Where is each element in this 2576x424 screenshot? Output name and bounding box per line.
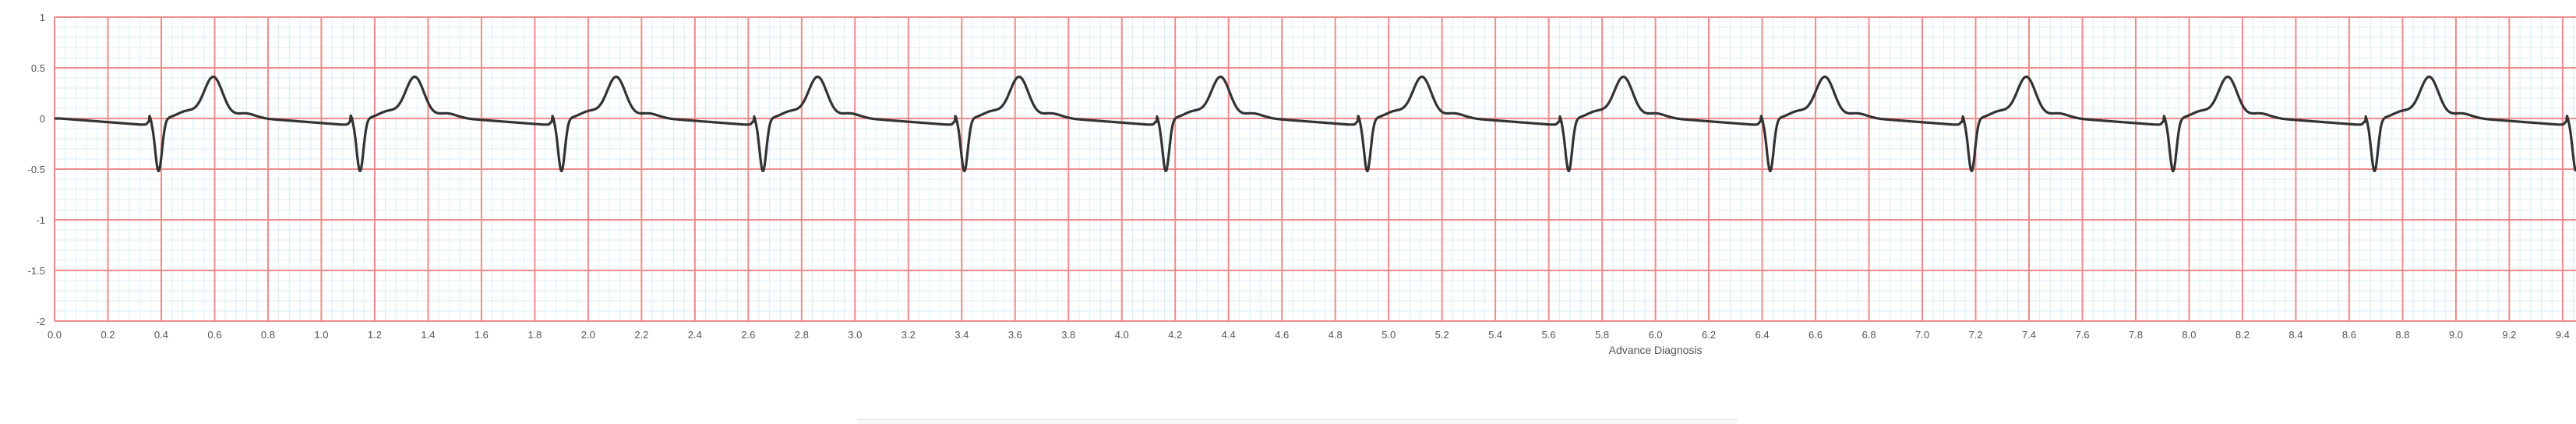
- x-tick-label: 7.2: [1968, 329, 1982, 341]
- x-tick-label: 4.2: [1168, 329, 1182, 341]
- x-tick-label: 5.8: [1595, 329, 1609, 341]
- x-tick-label: 2.4: [688, 329, 702, 341]
- x-tick-label: 2.8: [795, 329, 809, 341]
- x-tick-label: 5.6: [1542, 329, 1556, 341]
- x-tick-label: 8.2: [2235, 329, 2250, 341]
- x-tick-label: 8.6: [2342, 329, 2356, 341]
- y-tick-label: -1: [36, 214, 45, 226]
- x-tick-label: 7.4: [2022, 329, 2036, 341]
- y-tick-label: -0.5: [28, 164, 45, 175]
- x-tick-label: 4.4: [1222, 329, 1236, 341]
- y-tick-label: 0: [40, 113, 45, 125]
- bottom-scrollbar[interactable]: [857, 419, 1738, 424]
- x-tick-label: 3.6: [1008, 329, 1022, 341]
- x-tick-label: 1.2: [368, 329, 382, 341]
- x-tick-label: 3.4: [955, 329, 969, 341]
- x-tick-label: 0.6: [207, 329, 221, 341]
- x-tick-label: 5.0: [1382, 329, 1396, 341]
- x-tick-label: 6.0: [1649, 329, 1663, 341]
- x-tick-label: 8.8: [2395, 329, 2409, 341]
- x-tick-label: 6.8: [1862, 329, 1876, 341]
- x-tick-label: 2.0: [581, 329, 595, 341]
- x-tick-label: 4.6: [1275, 329, 1289, 341]
- y-tick-label: 1: [40, 12, 45, 23]
- x-tick-label: 4.0: [1115, 329, 1129, 341]
- x-tick-label: 9.0: [2449, 329, 2463, 341]
- x-tick-label: 0.2: [101, 329, 115, 341]
- y-tick-label: -2: [36, 316, 45, 327]
- x-tick-label: 2.6: [741, 329, 755, 341]
- x-tick-label: 1.8: [528, 329, 542, 341]
- y-tick-label: -1.5: [28, 265, 45, 277]
- x-tick-label: 2.2: [634, 329, 648, 341]
- y-tick-labels: 1 0.5 0 -0.5 -1 -1.5 -2: [28, 12, 45, 327]
- x-axis-title: Advance Diagnosis: [1609, 344, 1703, 356]
- x-tick-label: 7.8: [2129, 329, 2143, 341]
- ecg-series-line: [54, 75, 2576, 173]
- x-tick-labels: 0.0 0.2 0.4 0.6 0.8 1.0 1.2 1.4 1.6 1.8 2.0 2.2 2.4 2…: [48, 329, 2570, 341]
- x-tick-label: 4.8: [1329, 329, 1343, 341]
- x-tick-label: 3.2: [902, 329, 916, 341]
- x-tick-label: 7.0: [1915, 329, 1929, 341]
- x-tick-label: 0.0: [48, 329, 62, 341]
- x-tick-label: 9.4: [2556, 329, 2570, 341]
- x-tick-label: 6.2: [1702, 329, 1716, 341]
- x-tick-label: 8.0: [2182, 329, 2196, 341]
- x-tick-label: 7.6: [2075, 329, 2089, 341]
- y-tick-label: 0.5: [31, 62, 45, 74]
- major-grid: [54, 16, 2576, 322]
- x-tick-label: 5.4: [1488, 329, 1502, 341]
- x-tick-label: 3.0: [848, 329, 862, 341]
- x-tick-label: 3.8: [1061, 329, 1075, 341]
- x-tick-label: 6.4: [1756, 329, 1770, 341]
- x-tick-label: 1.0: [314, 329, 328, 341]
- x-tick-label: 0.4: [154, 329, 168, 341]
- x-tick-label: 5.2: [1435, 329, 1449, 341]
- x-tick-label: 0.8: [261, 329, 275, 341]
- x-tick-label: 8.4: [2288, 329, 2303, 341]
- x-tick-label: 9.2: [2502, 329, 2516, 341]
- ecg-trace-group: [54, 75, 2576, 173]
- x-tick-label: 1.6: [475, 329, 489, 341]
- x-tick-label: 6.6: [1808, 329, 1823, 341]
- x-tick-label: 1.4: [421, 329, 435, 341]
